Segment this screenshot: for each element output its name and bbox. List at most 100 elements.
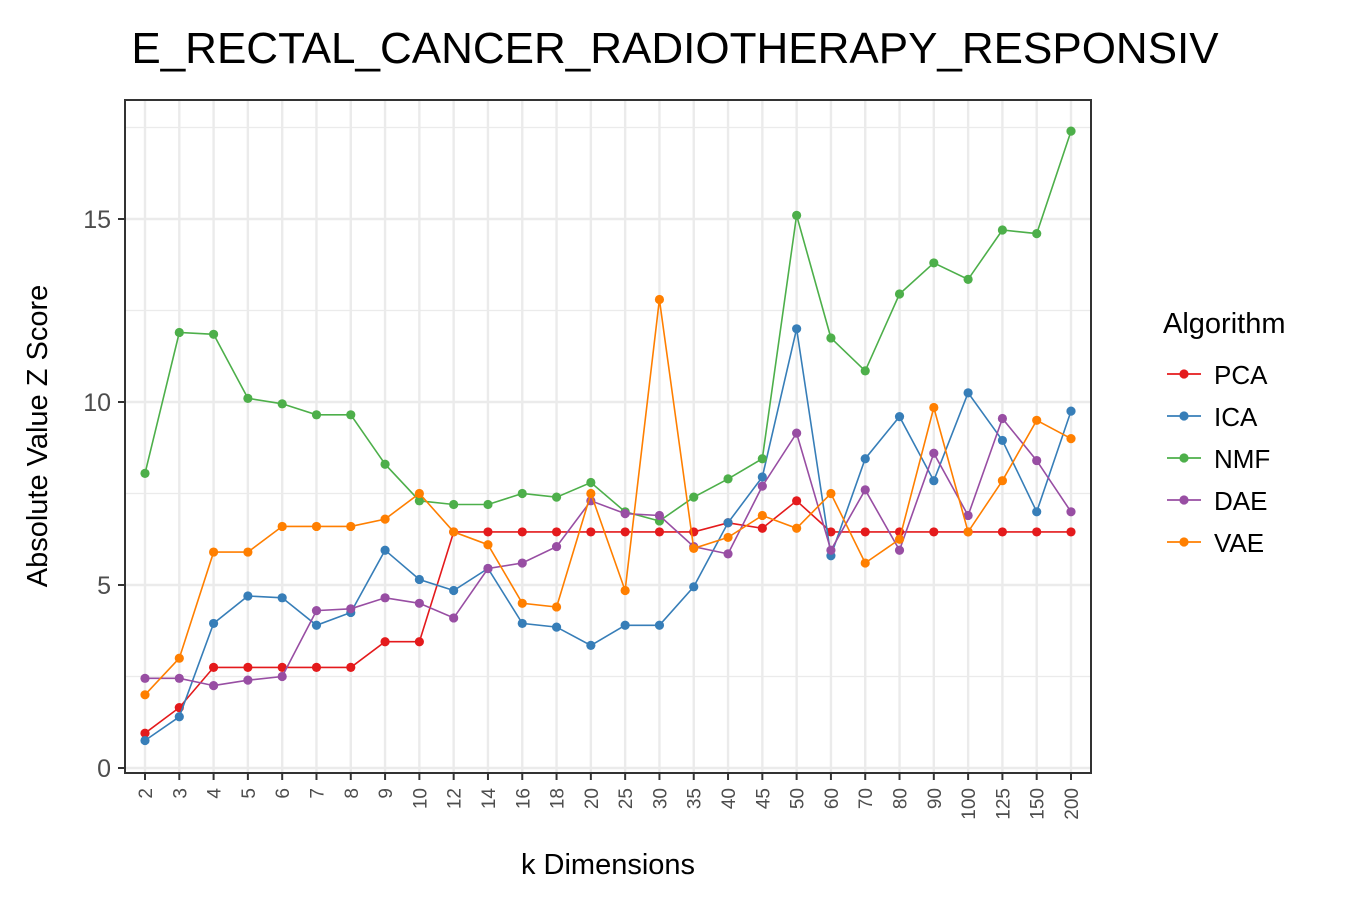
data-point-vae	[860, 558, 870, 568]
data-point-nmf	[860, 366, 870, 376]
legend-key-point	[1179, 369, 1189, 379]
data-point-vae	[140, 690, 150, 700]
data-point-ica	[757, 472, 767, 482]
data-point-vae	[929, 402, 939, 413]
x-tick-label: 45	[753, 788, 774, 809]
data-point-nmf	[208, 329, 219, 339]
data-point-nmf	[380, 459, 390, 469]
data-point-ica	[792, 324, 802, 334]
data-point-pca	[1066, 527, 1076, 537]
data-point-dae	[311, 606, 322, 616]
legend-label: PCA	[1214, 360, 1268, 390]
data-point-ica	[723, 518, 733, 528]
data-point-nmf	[586, 477, 596, 488]
data-point-dae	[963, 510, 973, 521]
series-line-vae	[144, 299, 1072, 696]
x-tick-label: 18	[548, 788, 569, 809]
data-point-vae	[208, 547, 219, 557]
data-point-dae	[174, 673, 184, 683]
data-point-dae	[1032, 455, 1042, 466]
data-point-ica	[860, 454, 870, 464]
data-point-dae	[243, 675, 253, 685]
data-point-dae	[277, 671, 287, 682]
data-point-nmf	[963, 274, 973, 284]
data-point-nmf	[243, 393, 253, 403]
data-point-nmf	[929, 258, 939, 268]
y-axis-title: Absolute Value Z Score	[22, 285, 54, 588]
data-point-pca	[654, 527, 665, 537]
data-point-vae	[551, 602, 562, 612]
x-tick-label: 150	[1028, 788, 1049, 820]
y-tick-label: 5	[97, 572, 111, 600]
data-point-nmf	[792, 210, 802, 220]
data-point-vae	[380, 514, 390, 524]
data-point-ica	[620, 620, 630, 630]
data-point-vae	[654, 294, 665, 305]
data-point-dae	[620, 509, 630, 519]
legend-label: ICA	[1214, 402, 1258, 432]
data-point-pca	[620, 527, 630, 537]
data-point-dae	[1066, 507, 1076, 517]
data-point-pca	[346, 662, 356, 672]
plot-border	[124, 99, 1092, 774]
plot-panel	[125, 100, 1091, 773]
data-point-dae	[723, 549, 733, 559]
series-line-nmf	[144, 130, 1072, 522]
x-axis-title: k Dimensions	[521, 849, 695, 881]
series-line-ica	[144, 328, 1072, 742]
x-tick-label: 14	[479, 788, 500, 810]
data-point-vae	[894, 534, 905, 544]
data-point-nmf	[449, 499, 459, 510]
data-point-pca	[208, 662, 219, 672]
data-point-pca	[860, 527, 870, 537]
data-point-nmf	[894, 289, 905, 299]
data-point-pca	[1032, 527, 1042, 537]
data-point-ica	[654, 620, 665, 630]
data-point-vae	[449, 527, 459, 537]
data-point-pca	[517, 527, 527, 537]
x-tick-label: 3	[170, 788, 191, 799]
data-point-pca	[277, 662, 287, 672]
x-tick-label: 30	[650, 788, 671, 809]
data-point-nmf	[174, 327, 184, 338]
legend-item-ica: ICA	[1167, 402, 1258, 432]
data-point-pca	[997, 527, 1008, 537]
x-tick-label: 16	[513, 788, 534, 809]
data-point-vae	[483, 540, 493, 550]
data-point-vae	[757, 510, 767, 521]
x-tick-label: 80	[891, 788, 912, 809]
data-point-nmf	[757, 454, 767, 464]
data-point-ica	[174, 712, 184, 722]
data-point-pca	[140, 728, 150, 738]
data-point-dae	[380, 593, 390, 603]
legend-title: Algorithm	[1163, 308, 1286, 340]
x-tick-label: 70	[856, 788, 877, 809]
data-point-nmf	[1066, 126, 1076, 136]
data-point-nmf	[1032, 229, 1042, 239]
data-point-vae	[723, 532, 733, 543]
legend-key-point	[1179, 495, 1189, 505]
data-point-nmf	[826, 333, 836, 343]
series-vae	[140, 294, 1076, 700]
x-tick-label: 5	[239, 788, 260, 799]
data-point-pca	[586, 527, 596, 537]
data-point-ica	[963, 388, 973, 398]
data-point-nmf	[997, 225, 1008, 235]
series-line-pca	[144, 499, 1071, 734]
data-point-vae	[826, 488, 836, 499]
data-point-dae	[208, 681, 219, 691]
x-tick-label: 90	[925, 788, 946, 809]
data-point-dae	[517, 558, 527, 568]
data-point-pca	[483, 527, 493, 537]
x-tick-label: 35	[685, 788, 706, 809]
data-point-dae	[894, 545, 905, 555]
data-point-dae	[551, 541, 562, 552]
data-point-vae	[517, 598, 527, 608]
data-point-vae	[963, 527, 973, 537]
data-point-vae	[414, 488, 424, 499]
legend-item-vae: VAE	[1167, 528, 1264, 558]
legend-key-point	[1179, 453, 1189, 463]
data-point-dae	[826, 545, 836, 555]
